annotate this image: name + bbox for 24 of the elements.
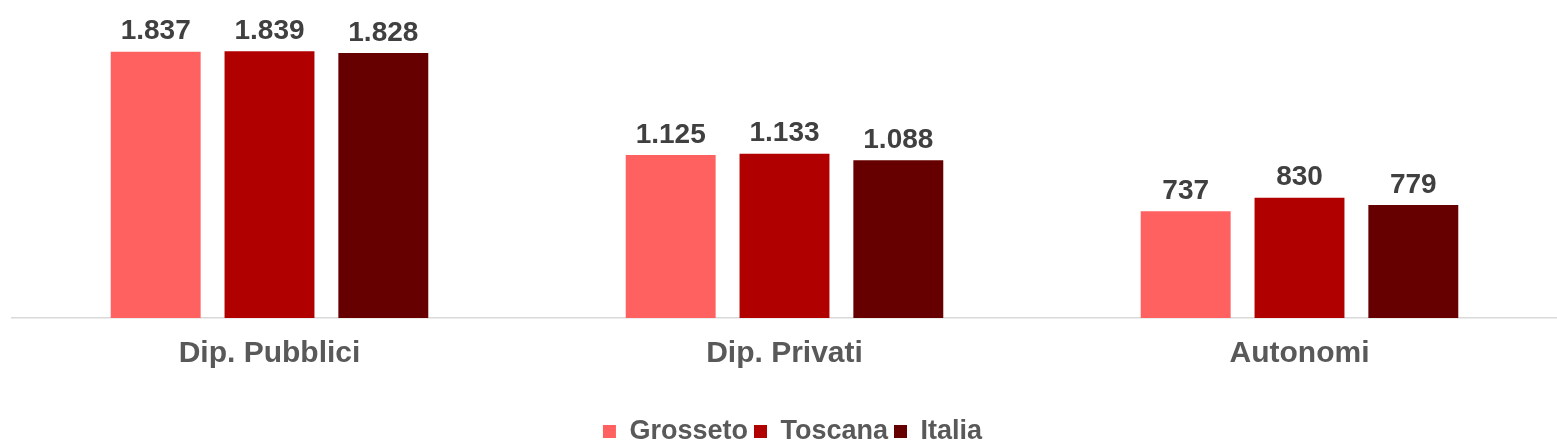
x-tick-label: Autonomi — [1229, 335, 1370, 369]
bar — [224, 51, 315, 318]
bar — [853, 160, 944, 318]
data-label: 1.133 — [749, 116, 820, 148]
bar — [110, 51, 201, 318]
data-label: 1.837 — [120, 14, 191, 46]
bar — [1140, 211, 1231, 318]
legend-label: Grosseto — [629, 414, 748, 445]
data-label: 737 — [1162, 173, 1210, 205]
x-tick-label: Dip. Privati — [706, 335, 863, 369]
bar — [625, 154, 716, 318]
legend-label: Italia — [920, 414, 984, 445]
data-label: 1.839 — [234, 14, 305, 46]
legend-label: Toscana — [780, 414, 890, 445]
bar — [1254, 197, 1345, 318]
x-tick-label: Dip. Pubblici — [178, 335, 361, 369]
data-label: 779 — [1389, 167, 1437, 199]
data-label: 830 — [1276, 160, 1323, 192]
bar — [338, 52, 429, 318]
data-label: 1.088 — [863, 122, 934, 154]
data-label: 1.125 — [635, 117, 706, 149]
data-label: 1.828 — [348, 15, 419, 47]
bar — [1368, 205, 1459, 318]
bar — [739, 153, 830, 318]
